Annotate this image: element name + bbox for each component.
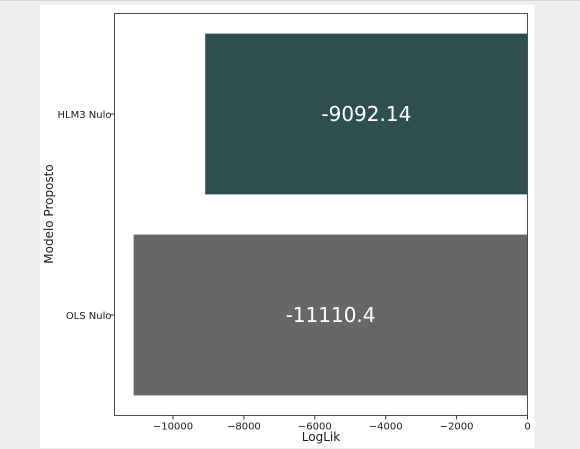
- x-tick-label: −4000: [369, 422, 403, 433]
- bar-value-label: -9092.14: [321, 102, 411, 126]
- bar-2: [133, 234, 528, 396]
- axis-ticks-group: HLM3 Nulo OLS Nulo −10000 −8000 −6000 −4000 −2…: [58, 110, 531, 433]
- y-axis-label: Modelo Proposto: [42, 164, 56, 263]
- plot-area-frame: [114, 13, 528, 416]
- x-axis-label: LogLik: [302, 430, 340, 444]
- x-tick-label: −8000: [227, 422, 261, 433]
- bars-group: -9092.14 -11110.4: [133, 33, 528, 396]
- bar-value-label: -11110.4: [286, 303, 376, 327]
- x-tick-label: 0: [524, 422, 530, 433]
- bar-1: [205, 33, 528, 195]
- x-tick-label: −6000: [298, 422, 332, 433]
- x-tick-label: −10000: [153, 422, 193, 433]
- y-tick-label: HLM3 Nulo: [58, 110, 112, 121]
- y-tick-label: OLS Nulo: [66, 311, 112, 322]
- x-tick-label: −2000: [440, 422, 474, 433]
- window-top-border: [0, 0, 580, 1]
